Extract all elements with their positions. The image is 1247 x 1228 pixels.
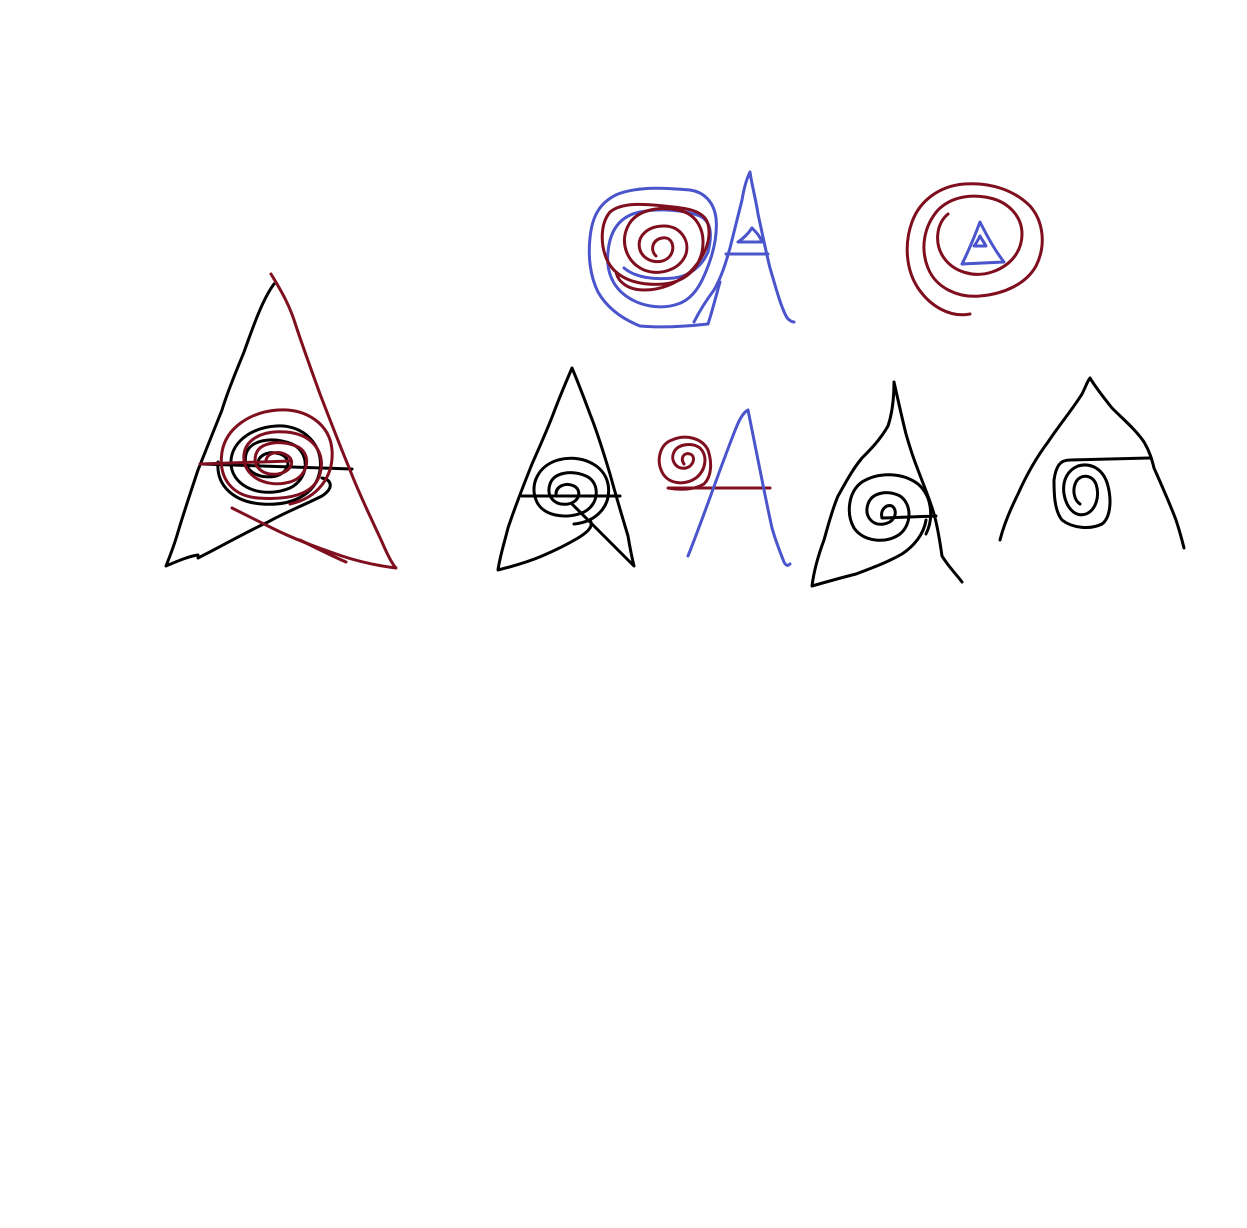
blue-small-triangle	[960, 220, 1006, 266]
black-arch-spiral-drawing	[998, 376, 1186, 550]
blue-box-spiral	[587, 186, 722, 329]
red-small-spiral	[657, 435, 772, 491]
black-spiral-3	[847, 473, 938, 542]
red-spiral-large	[905, 182, 1044, 317]
blue-box-spiral-drawing	[587, 186, 722, 329]
black-triangle-outline	[164, 282, 332, 568]
blue-letter-a-drawing	[692, 170, 796, 324]
small-spiral-letter-a-drawing	[657, 408, 792, 567]
blue-letter-a-outline	[692, 170, 796, 324]
black-spiral-2	[532, 456, 611, 526]
blue-letter-a-2	[686, 408, 792, 567]
red-spiral-triangle-drawing	[905, 182, 1044, 317]
black-triangle-spiral-drawing	[496, 366, 636, 572]
red-spiral	[219, 408, 334, 506]
black-spiral-4	[1052, 456, 1152, 529]
large-triangle-drawing	[164, 272, 398, 570]
black-arch-outline	[998, 376, 1186, 550]
red-tail-stroke	[298, 538, 348, 564]
black-triangle-outline-2	[496, 366, 636, 572]
black-triangle-outline-3	[810, 380, 964, 588]
red-spiral-in-box	[600, 202, 711, 292]
black-triangle-spiral-drawing-2	[810, 380, 964, 588]
red-crossbar	[198, 459, 292, 466]
black-crossbar	[200, 462, 354, 471]
red-triangle-overstroke	[230, 272, 398, 570]
